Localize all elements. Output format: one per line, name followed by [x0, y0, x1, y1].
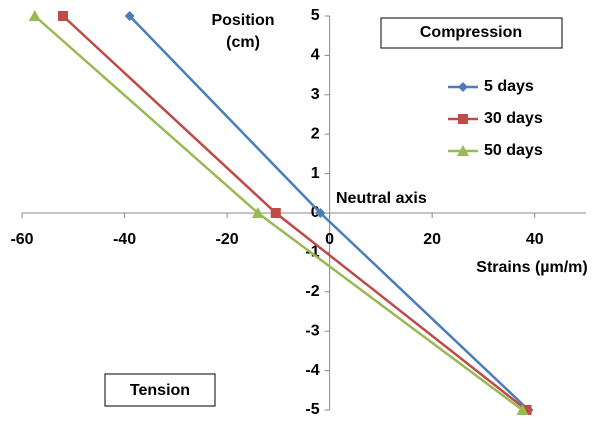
legend-marker	[457, 145, 469, 156]
y-tick-label: 1	[311, 165, 320, 182]
legend-marker	[458, 114, 468, 124]
marker	[315, 208, 326, 218]
marker	[516, 404, 529, 415]
legend-label: 5 days	[484, 78, 534, 95]
compression-box	[380, 17, 563, 49]
legend-marker	[458, 82, 468, 92]
y-tick-label: -2	[305, 283, 319, 300]
marker	[270, 208, 281, 218]
y-tick-label: -5	[305, 401, 319, 418]
marker	[124, 11, 135, 21]
y-tick-label: -3	[305, 322, 319, 339]
x-tick-label: 40	[526, 231, 544, 248]
y-tick-label: 3	[311, 86, 320, 103]
y-tick-label: 4	[311, 47, 320, 64]
x-axis-label: Strains (µm/m)	[476, 259, 587, 276]
annotation: Neutral axis	[336, 190, 427, 207]
y-tick-label: 2	[311, 125, 320, 142]
marker	[521, 405, 532, 415]
y-tick-label: 0	[311, 204, 320, 221]
legend-label: 50 days	[484, 142, 543, 159]
y-tick-label: 5	[311, 7, 320, 24]
x-tick-label: -60	[10, 231, 33, 248]
marker	[28, 10, 41, 21]
x-tick-label: -40	[113, 231, 136, 248]
annotation: Compression	[420, 24, 522, 41]
tension-box	[104, 373, 216, 407]
x-tick-label: 0	[325, 231, 334, 248]
x-tick-label: 20	[423, 231, 441, 248]
marker	[251, 207, 264, 218]
y-axis-label: Position (cm)	[211, 12, 275, 51]
marker	[58, 11, 69, 21]
annotation: Tension	[130, 382, 190, 399]
legend-label: 30 days	[484, 110, 543, 127]
y-tick-label: -4	[305, 362, 319, 379]
x-tick-label: -20	[216, 231, 239, 248]
